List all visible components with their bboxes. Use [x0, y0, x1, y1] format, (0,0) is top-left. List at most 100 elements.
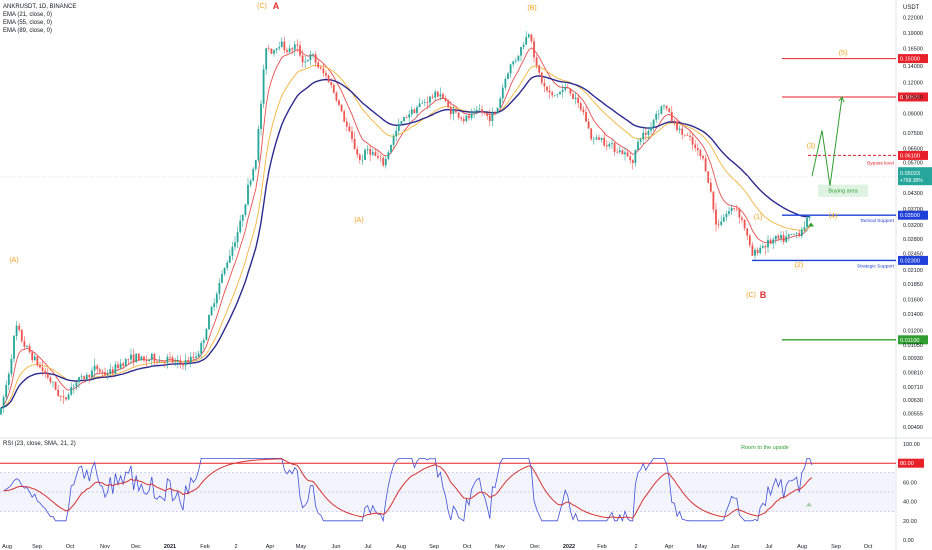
candle-body[interactable]: [15, 325, 18, 336]
candle-body[interactable]: [371, 152, 374, 155]
candle-body[interactable]: [494, 112, 496, 114]
candle-body[interactable]: [574, 97, 577, 99]
candle-body[interactable]: [663, 105, 665, 107]
candle-body[interactable]: [392, 136, 395, 145]
candle-body[interactable]: [639, 139, 642, 142]
candle-body[interactable]: [351, 131, 353, 139]
candle-body[interactable]: [579, 103, 582, 110]
candle-body[interactable]: [137, 353, 140, 361]
candle-body[interactable]: [252, 168, 255, 181]
candle-body[interactable]: [278, 47, 281, 49]
candle-body[interactable]: [54, 381, 57, 390]
candle-body[interactable]: [127, 359, 130, 360]
candle-body[interactable]: [722, 217, 725, 222]
candle-body[interactable]: [379, 157, 382, 159]
candle-body[interactable]: [800, 229, 803, 236]
candle-body[interactable]: [509, 64, 512, 74]
candle-body[interactable]: [132, 354, 135, 363]
candle-body[interactable]: [390, 144, 392, 153]
strategic-tag[interactable]: 0.02300: [900, 258, 920, 264]
candle-body[interactable]: [148, 359, 151, 361]
candle-body[interactable]: [286, 50, 288, 52]
candle-body[interactable]: [741, 217, 743, 220]
candle-body[interactable]: [114, 364, 117, 374]
candle-body[interactable]: [473, 111, 476, 114]
candle-body[interactable]: [28, 345, 31, 353]
candle-body[interactable]: [325, 73, 327, 76]
candle-body[interactable]: [234, 242, 236, 247]
candle-body[interactable]: [62, 396, 65, 398]
candle-body[interactable]: [280, 41, 283, 48]
candle-body[interactable]: [296, 44, 299, 46]
candle-body[interactable]: [309, 54, 312, 61]
candle-body[interactable]: [231, 246, 234, 256]
candle-body[interactable]: [676, 121, 678, 130]
candle-body[interactable]: [566, 86, 569, 89]
candle-body[interactable]: [96, 365, 99, 370]
candle-body[interactable]: [769, 239, 772, 244]
candle-body[interactable]: [143, 356, 145, 361]
candle-body[interactable]: [156, 361, 158, 363]
candle-body[interactable]: [75, 382, 78, 387]
candle-body[interactable]: [436, 91, 439, 97]
candle-body[interactable]: [158, 361, 161, 363]
candle-body[interactable]: [743, 219, 746, 229]
candle-body[interactable]: [36, 356, 39, 366]
candle-body[interactable]: [70, 387, 73, 395]
candle-body[interactable]: [288, 48, 291, 52]
price-axis[interactable]: 0.22000 0.19000 0.16500 0.14000 0.12000 0.105…: [903, 15, 923, 430]
target-high-tag[interactable]: 0.15000: [900, 57, 920, 63]
candle-body[interactable]: [665, 105, 668, 109]
candle-body[interactable]: [254, 160, 257, 169]
candle-body[interactable]: [49, 377, 52, 382]
candle-body[interactable]: [608, 143, 611, 147]
candle-body[interactable]: [72, 386, 75, 388]
candle-body[interactable]: [283, 41, 286, 51]
candle-body[interactable]: [215, 293, 218, 304]
candle-body[interactable]: [171, 357, 174, 363]
green-low-tag[interactable]: 0.01100: [900, 338, 919, 344]
candle-body[interactable]: [803, 227, 806, 230]
candle-body[interactable]: [572, 93, 574, 99]
candle-body[interactable]: [517, 55, 520, 61]
candle-body[interactable]: [787, 234, 790, 237]
candle-body[interactable]: [78, 377, 80, 383]
candle-body[interactable]: [520, 47, 522, 56]
candle-body[interactable]: [668, 108, 671, 112]
candle-body[interactable]: [83, 376, 86, 380]
candle-body[interactable]: [135, 353, 138, 363]
candle-body[interactable]: [730, 208, 733, 212]
candle-body[interactable]: [395, 130, 398, 137]
candle-body[interactable]: [702, 155, 704, 159]
candle-body[interactable]: [226, 262, 229, 268]
candle-body[interactable]: [483, 112, 486, 114]
candle-body[interactable]: [683, 134, 686, 136]
candle-body[interactable]: [548, 90, 551, 93]
candle-body[interactable]: [530, 34, 533, 42]
candle-body[interactable]: [462, 118, 465, 122]
candle-body[interactable]: [798, 233, 801, 236]
candle-body[interactable]: [262, 69, 265, 104]
candle-body[interactable]: [429, 96, 431, 103]
candle-body[interactable]: [647, 130, 650, 135]
candle-body[interactable]: [18, 325, 21, 330]
candle-body[interactable]: [301, 55, 304, 63]
candle-body[interactable]: [330, 82, 333, 85]
candle-body[interactable]: [319, 67, 322, 69]
candle-body[interactable]: [704, 158, 707, 172]
candle-body[interactable]: [195, 356, 197, 358]
candle-body[interactable]: [80, 376, 83, 378]
candle-body[interactable]: [767, 239, 769, 248]
candle-body[interactable]: [577, 97, 580, 104]
candle-body[interactable]: [468, 115, 470, 119]
candle-body[interactable]: [551, 92, 554, 96]
candle-body[interactable]: [403, 117, 405, 122]
candle-body[interactable]: [418, 103, 421, 108]
candle-body[interactable]: [122, 363, 125, 366]
candle-body[interactable]: [460, 117, 463, 119]
candle-body[interactable]: [210, 306, 213, 316]
candle-body[interactable]: [10, 358, 13, 374]
candle-body[interactable]: [332, 84, 335, 93]
candle-body[interactable]: [358, 154, 361, 160]
